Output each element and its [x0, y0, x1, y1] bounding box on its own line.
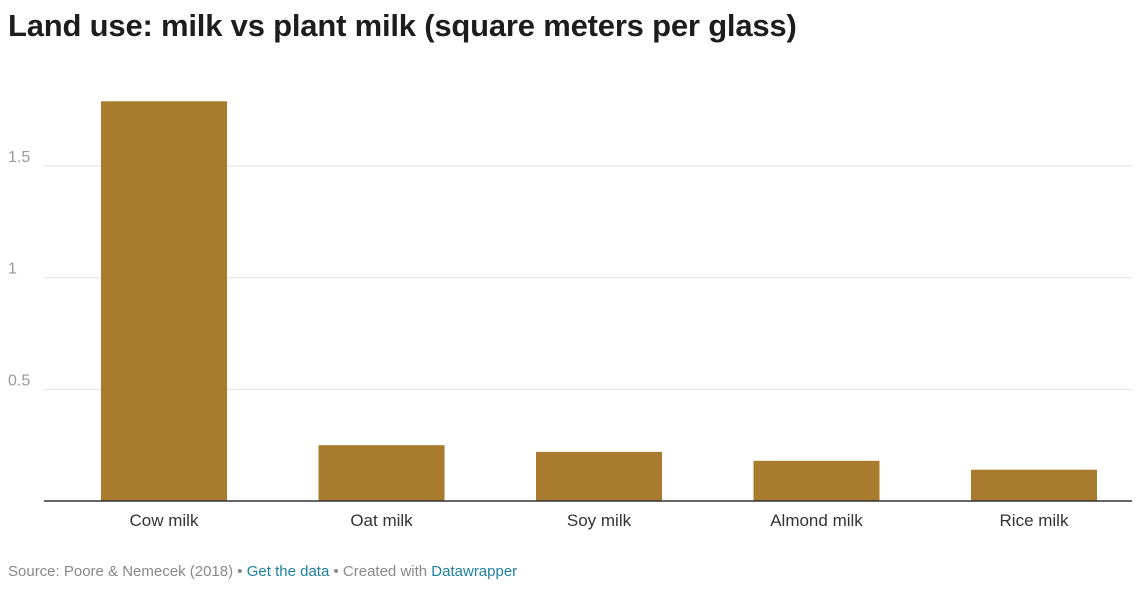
x-tick-label: Almond milk — [770, 511, 863, 530]
chart-title: Land use: milk vs plant milk (square met… — [8, 8, 797, 43]
bar — [318, 445, 445, 501]
y-tick-label: 0.5 — [8, 372, 30, 389]
x-tick-label: Cow milk — [130, 511, 199, 530]
x-tick-label: Soy milk — [567, 511, 632, 530]
y-axis-ticks: 0.5 1 1.5 — [8, 149, 30, 389]
footer-separator: • — [237, 563, 243, 580]
bar — [971, 469, 1097, 501]
y-tick-label: 1 — [8, 261, 17, 278]
y-tick-label: 1.5 — [8, 149, 30, 166]
footer-separator: • — [333, 563, 339, 580]
get-the-data-link[interactable]: Get the data — [246, 563, 330, 580]
bar — [101, 101, 227, 501]
bars — [101, 101, 1097, 501]
x-axis-labels: Cow milk Oat milk Soy milk Almond milk Rice … — [130, 511, 1069, 530]
footer: Source: Poore & Nemecek (2018) • Get the… — [8, 563, 517, 580]
x-tick-label: Rice milk — [1000, 511, 1069, 530]
created-with-text: Created with — [342, 563, 428, 580]
bar — [753, 460, 880, 501]
datawrapper-link[interactable]: Datawrapper — [431, 563, 518, 580]
x-tick-label: Oat milk — [350, 511, 413, 530]
bar — [536, 451, 662, 501]
source-text: Source: Poore & Nemecek (2018) — [8, 563, 234, 580]
